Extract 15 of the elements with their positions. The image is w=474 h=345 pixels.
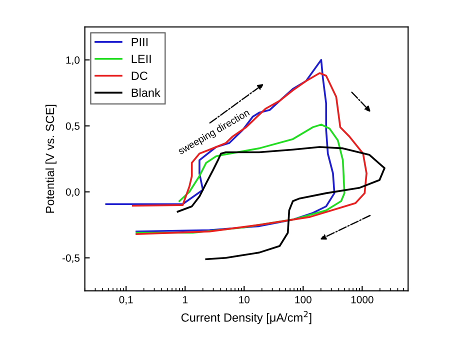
x-tick-label: 0,1 — [119, 296, 133, 305]
legend-label: PIII — [132, 38, 148, 46]
x-tick-label: 10 — [239, 296, 250, 304]
x-tick-label: 1 — [183, 296, 188, 304]
x-tick-label: 1000 — [351, 296, 374, 304]
legend-label: Blank — [132, 88, 160, 97]
y-tick-label: 0,0 — [66, 188, 80, 197]
y-tick-label: 0,5 — [66, 122, 80, 131]
y-tick-label: -0,5 — [62, 254, 80, 263]
y-tick-label: 1,0 — [66, 56, 80, 66]
legend-label: LEII — [132, 54, 151, 63]
x-axis-title: Current Density [μA/cm$^{2}$] — [181, 310, 312, 324]
legend-label: DC — [132, 72, 148, 80]
y-axis-title: Potential [V vs. SCE] — [45, 104, 56, 213]
x-tick-label: 100 — [295, 296, 312, 304]
